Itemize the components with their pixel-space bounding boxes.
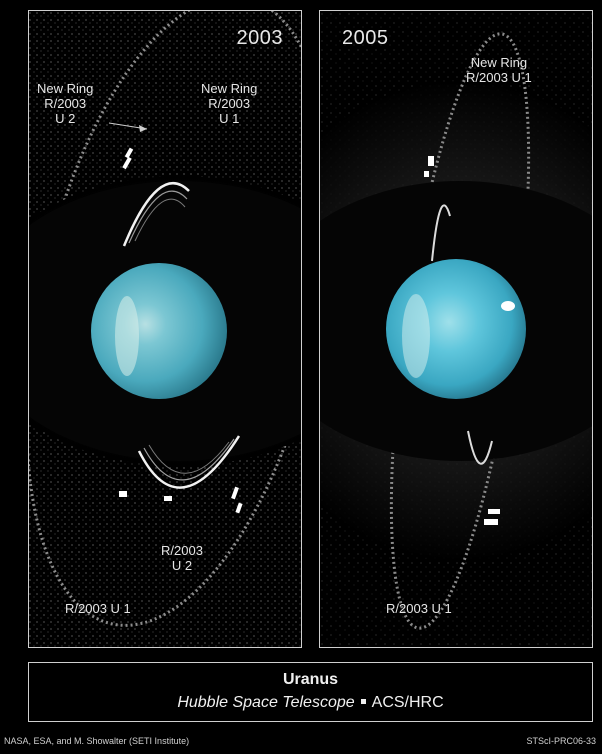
- caption-instrument: ACS/HRC: [371, 694, 444, 711]
- caption-title: Uranus: [282, 671, 339, 688]
- uranus-2005-image: [320, 11, 592, 647]
- label-r2003-u1-bottom-2003: R/2003 U 1: [65, 601, 131, 616]
- label-new-ring-u1-2003: New Ring R/2003 U 1: [201, 81, 258, 126]
- label-r2003-u2-bottom: R/2003 U 2: [161, 543, 203, 573]
- credit-text: NASA, ESA, and M. Showalter (SETI Instit…: [4, 736, 190, 746]
- label-new-ring-u2: New Ring R/2003 U 2: [37, 81, 94, 126]
- year-label-2005: 2005: [342, 27, 389, 49]
- caption-telescope: Hubble Space Telescope: [177, 694, 355, 711]
- uranus-planet: [91, 263, 227, 399]
- label-new-ring-u1-2005: New Ring R/2003 U 1: [466, 55, 532, 85]
- bullet-separator: [360, 698, 366, 704]
- panel-2003: 2003 New Ring R/2003 U 2 New Ring R/2003…: [28, 10, 302, 648]
- caption-box: Uranus Hubble Space Telescope ACS/HRC: [28, 662, 593, 722]
- release-id: STScI-PRC06-33: [526, 736, 596, 746]
- uranus-2003-image: [29, 11, 301, 647]
- year-label-2003: 2003: [236, 27, 283, 49]
- label-r2003-u1-bottom-2005: R/2003 U 1: [386, 601, 452, 616]
- panel-2005: 2005 New Ring R/2003 U 1 R/2003 U 1: [319, 10, 593, 648]
- caption-subtitle: Hubble Space Telescope ACS/HRC: [29, 694, 592, 712]
